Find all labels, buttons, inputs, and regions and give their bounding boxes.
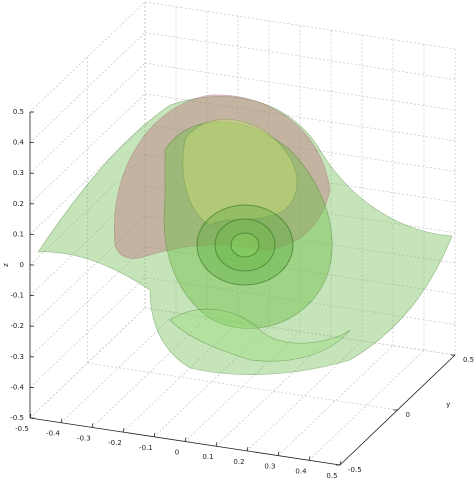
grid-line <box>215 335 332 447</box>
z-tick-label: -0.4 <box>10 383 24 391</box>
grid-line <box>144 246 456 295</box>
x-tick-label: -0.1 <box>139 444 153 452</box>
x-tick <box>184 437 187 442</box>
spiral-ring <box>230 232 260 258</box>
y-tick-label: 0 <box>406 411 410 419</box>
x-tick-label: 0 <box>175 449 179 457</box>
grid-line <box>29 93 146 205</box>
x-tick-label: -0.5 <box>15 425 29 433</box>
grid-line <box>144 32 456 80</box>
grid-line <box>87 362 398 411</box>
x-tick-label: 0.5 <box>326 472 337 480</box>
grid-line <box>144 93 456 142</box>
y-tick-label: 0.5 <box>463 356 474 364</box>
z-tick-label: -0.2 <box>10 322 24 330</box>
grid-line <box>122 321 239 433</box>
x-tick-label: -0.4 <box>46 430 60 438</box>
axes: -0.5 -0.4 -0.3 -0.2 -0.1 0 0.1 0.2 0.3 0.4 0.5 -0.5… <box>2 108 474 480</box>
x-tick-label: -0.3 <box>77 434 91 442</box>
x-tick <box>122 428 125 433</box>
grid-line <box>29 32 146 143</box>
x-tick <box>215 442 218 447</box>
outer-surface <box>37 96 453 375</box>
x-tick <box>153 432 156 437</box>
z-tick-label: 0 <box>20 261 24 269</box>
z-tick-label: 0.2 <box>13 200 24 208</box>
grid-line <box>29 215 146 327</box>
z-axis-label: z <box>2 263 10 267</box>
x-tick <box>308 456 311 461</box>
spiral-ring <box>214 218 276 272</box>
x-tick-label: 0.1 <box>202 453 213 461</box>
x-tick-label: 0.2 <box>233 458 244 466</box>
z-tick-label: 0.3 <box>13 169 24 177</box>
spiral-ring <box>196 204 294 286</box>
grid-line <box>29 246 146 358</box>
grid-line <box>29 307 146 419</box>
x-tick <box>91 423 94 428</box>
isosurfaces <box>37 94 453 375</box>
grid-line <box>144 1 456 50</box>
y-axis-label: y <box>446 401 450 409</box>
grid-line <box>29 62 146 174</box>
z-tick-label: 0.5 <box>13 108 24 116</box>
z-tick-label: -0.3 <box>10 353 24 361</box>
grid-line <box>153 326 270 438</box>
grid-line <box>144 307 456 356</box>
z-tick-label: 0.1 <box>13 230 24 238</box>
grid-line <box>144 62 456 111</box>
x-tick <box>246 446 249 451</box>
grid-line <box>277 345 394 456</box>
grid-line <box>246 340 363 452</box>
grid-line <box>184 331 301 442</box>
z-tick-label: -0.5 <box>10 414 24 422</box>
core-surface <box>182 119 298 226</box>
lower-fold <box>169 308 351 362</box>
z-tick-label: 0.4 <box>13 139 25 147</box>
x-tick-label: 0.3 <box>264 463 275 471</box>
x-tick <box>339 460 342 466</box>
grid-line <box>29 1 146 113</box>
grid-line <box>91 317 208 428</box>
z-tick-label: -0.1 <box>10 292 24 300</box>
x-tick-label: -0.2 <box>108 439 122 447</box>
grid-line <box>144 215 456 264</box>
grid-line <box>29 124 146 235</box>
x-tick <box>277 451 280 456</box>
x-tick-label: 0.4 <box>295 467 307 475</box>
grid-line <box>29 277 146 388</box>
grid-line <box>308 350 425 461</box>
x-tick <box>29 413 32 419</box>
x-tick <box>60 418 63 423</box>
grid-line <box>60 312 177 423</box>
y-tick-label: -0.5 <box>348 466 362 474</box>
grid-line <box>29 185 146 296</box>
grid-line <box>29 154 146 266</box>
